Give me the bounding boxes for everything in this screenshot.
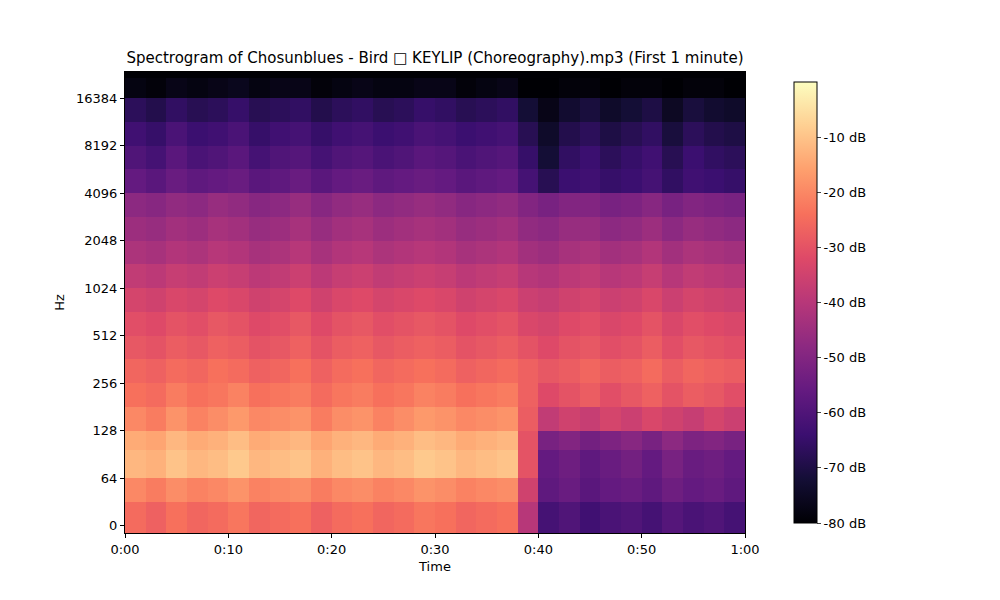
svg-text:-80 dB: -80 dB: [824, 516, 867, 531]
svg-text:-50 dB: -50 dB: [824, 350, 867, 365]
svg-text:4096: 4096: [84, 186, 117, 201]
svg-text:0:00: 0:00: [110, 542, 139, 557]
svg-text:2048: 2048: [84, 233, 117, 248]
svg-text:0:30: 0:30: [420, 542, 449, 557]
svg-text:-10 dB: -10 dB: [824, 130, 867, 145]
svg-text:Hz: Hz: [52, 294, 67, 311]
svg-text:8192: 8192: [84, 138, 117, 153]
svg-text:-20 dB: -20 dB: [824, 185, 867, 200]
svg-text:1024: 1024: [84, 281, 117, 296]
svg-text:0:20: 0:20: [317, 542, 346, 557]
svg-text:16384: 16384: [76, 91, 117, 106]
svg-text:512: 512: [93, 328, 118, 343]
svg-text:128: 128: [93, 423, 118, 438]
svg-text:Spectrogram of Chosunblues - B: Spectrogram of Chosunblues - Bird □ KEYL…: [126, 49, 743, 67]
svg-text:-70 dB: -70 dB: [824, 460, 867, 475]
svg-text:64: 64: [101, 471, 118, 486]
svg-text:0:10: 0:10: [214, 542, 243, 557]
svg-text:0: 0: [109, 518, 117, 533]
svg-text:1:00: 1:00: [730, 542, 759, 557]
svg-text:-60 dB: -60 dB: [824, 405, 867, 420]
svg-text:-40 dB: -40 dB: [824, 295, 867, 310]
svg-text:-30 dB: -30 dB: [824, 240, 867, 255]
svg-text:Time: Time: [418, 559, 451, 574]
svg-text:256: 256: [93, 376, 118, 391]
svg-text:0:40: 0:40: [524, 542, 553, 557]
svg-text:0:50: 0:50: [627, 542, 656, 557]
